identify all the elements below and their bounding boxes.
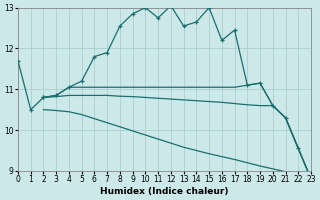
X-axis label: Humidex (Indice chaleur): Humidex (Indice chaleur) [100, 187, 229, 196]
